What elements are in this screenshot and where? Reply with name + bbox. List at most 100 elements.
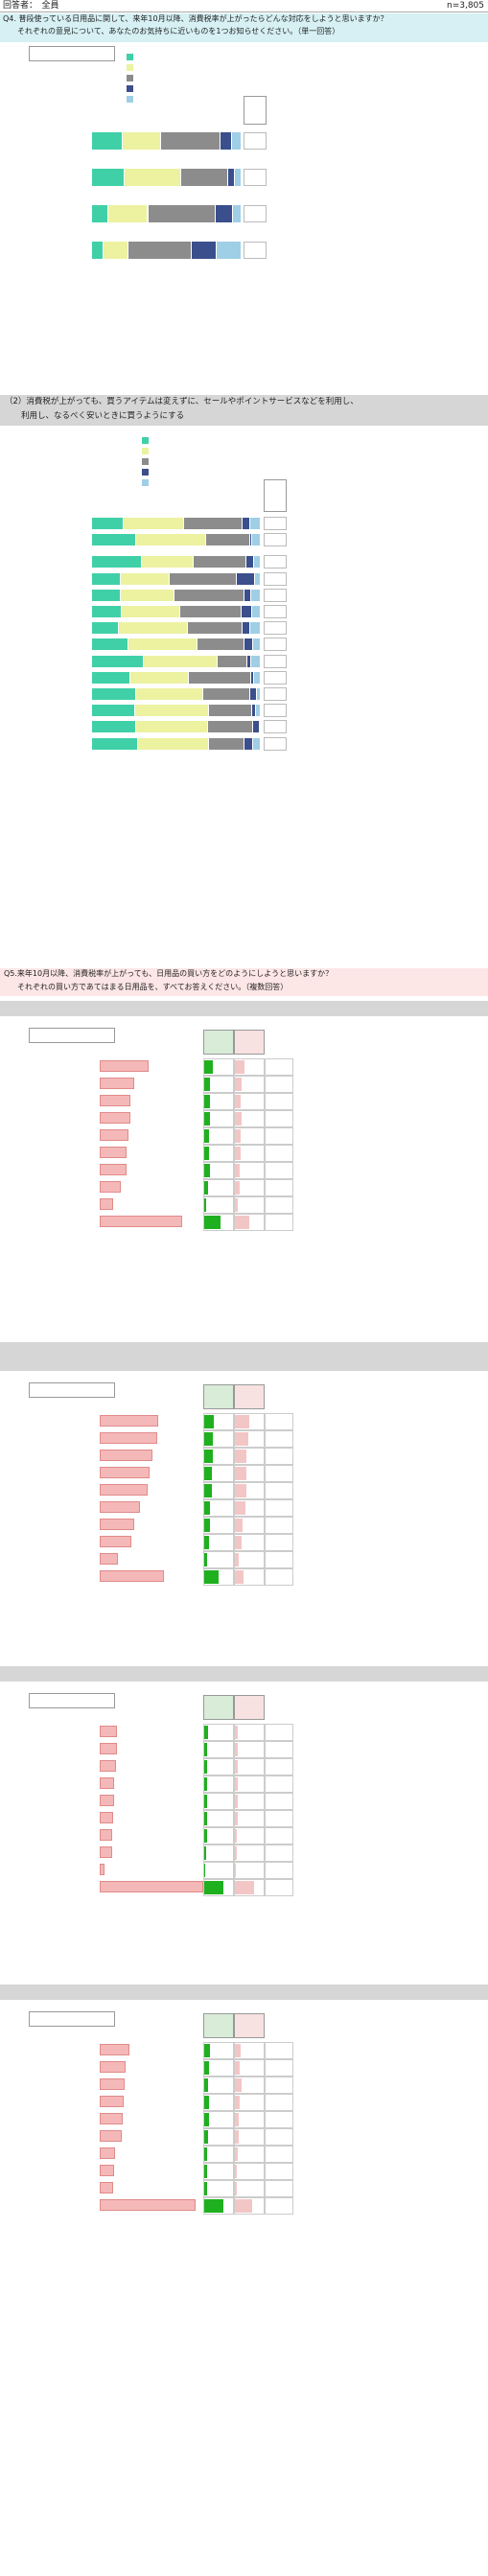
q5-diff-cell xyxy=(265,1145,293,1162)
q5-total-bar xyxy=(100,2113,123,2124)
q5-diff-cell xyxy=(265,1413,293,1430)
q5-diff-cell xyxy=(265,2059,293,2077)
q4-2-legend-swatch xyxy=(142,469,149,476)
q5-male-bar xyxy=(204,1467,212,1480)
q4-bar-segment xyxy=(108,205,149,222)
q4-2-sum-box xyxy=(264,479,287,512)
q5-female-bar xyxy=(235,1726,239,1739)
q4-subtitle: それぞれの意見について、あなたのお気持ちに近いものを1つお知らせください。（単一… xyxy=(17,27,340,35)
q4-2-title2: 利用し、なるべく安いときに買うようにする xyxy=(21,411,185,421)
q5-total-bar xyxy=(100,1129,128,1141)
q5-total-bar xyxy=(100,2182,113,2193)
q5-diff-cell xyxy=(265,1775,293,1793)
q5-male-bar xyxy=(204,2113,209,2126)
q4-bar-segment xyxy=(148,205,217,222)
q5-all-box xyxy=(29,1028,115,1043)
q5-total-bar xyxy=(100,2199,197,2211)
q5-total-bar xyxy=(100,1198,114,1210)
q5-total-bar xyxy=(100,1432,158,1444)
q5-male-bar xyxy=(204,1095,211,1108)
q5-male-cell xyxy=(203,2180,234,2197)
q5-female-bar xyxy=(235,1129,242,1143)
q5-female-cell xyxy=(234,2059,265,2077)
q4-2-bar-segment xyxy=(92,721,136,733)
q5-male-bar xyxy=(204,2096,209,2109)
q4-2-bar-segment xyxy=(206,534,251,546)
q4-2-legend-swatch xyxy=(142,479,149,486)
q5-male-bar xyxy=(204,1501,210,1515)
q4-2-bar-segment xyxy=(136,534,207,546)
q4-total-box xyxy=(244,205,267,222)
q5-male-cell xyxy=(203,1775,234,1793)
q5-female-bar xyxy=(235,1812,238,1825)
q5-female-bar xyxy=(235,2113,239,2126)
q5-female-header xyxy=(234,1384,265,1409)
q5-total-bar xyxy=(100,2061,126,2073)
q4-2-bar-segment xyxy=(198,638,245,651)
q5-female-bar xyxy=(235,1846,238,1860)
q5-female-cell xyxy=(234,1775,265,1793)
q5-female-cell xyxy=(234,2163,265,2180)
q5-female-cell xyxy=(234,1827,265,1845)
q4-sum-box xyxy=(244,96,267,125)
q5-diff-cell xyxy=(265,2077,293,2094)
q4-2-bar-segment xyxy=(92,688,136,700)
q5-male-bar xyxy=(204,1450,214,1463)
q5-diff-cell xyxy=(265,1093,293,1110)
q4-2-total-box xyxy=(264,687,287,701)
q4-2-bar-segment xyxy=(251,705,256,717)
q5-male-bar xyxy=(204,2182,207,2195)
q5-female-cell xyxy=(234,1724,265,1741)
q5-diff-cell xyxy=(265,1568,293,1586)
q5-female-cell xyxy=(234,1162,265,1179)
q5-female-cell xyxy=(234,2111,265,2128)
q5-section-header xyxy=(0,1984,488,2000)
q4-2-bar-segment xyxy=(184,518,244,529)
q5-female-bar xyxy=(235,1881,254,1894)
q4-2-bar-segment xyxy=(174,589,244,601)
q5-female-bar xyxy=(235,1570,244,1584)
q5-total-bar xyxy=(100,1216,182,1227)
q5-male-bar xyxy=(204,1777,208,1791)
q5-male-bar xyxy=(204,2165,207,2178)
q4-2-bar-segment xyxy=(118,622,188,635)
q5-female-header xyxy=(234,2013,265,2038)
q5-section-header xyxy=(0,1001,488,1016)
q5-diff-cell xyxy=(265,1879,293,1896)
q4-bar-segment xyxy=(220,132,232,150)
q5-female-header xyxy=(234,1695,265,1720)
q5-diff-cell xyxy=(265,1058,293,1076)
q5-diff-cell xyxy=(265,1534,293,1551)
q5-total-bar xyxy=(100,1450,153,1461)
q5-total-bar xyxy=(100,1536,131,1547)
q4-2-bar-segment xyxy=(217,655,247,667)
q5-male-cell xyxy=(203,1862,234,1879)
q5-male-cell xyxy=(203,2128,234,2146)
q4-2-bar-segment xyxy=(92,655,144,667)
q5-title: Q5.来年10月以降、消費税率が上がっても、日用品の買い方をどのようにしようと思… xyxy=(4,969,334,978)
q5-male-bar xyxy=(204,2199,223,2213)
q4-2-bar-segment xyxy=(250,622,261,635)
q4-2-total-box xyxy=(264,638,287,652)
q5-male-bar xyxy=(204,1164,210,1177)
q4-bar-segment xyxy=(217,242,242,259)
q5-male-bar xyxy=(204,1415,214,1428)
q4-2-bar-segment xyxy=(252,737,261,750)
q5-total-bar xyxy=(100,1519,134,1530)
q4-2-bar-segment xyxy=(137,737,210,750)
q5-diff-cell xyxy=(265,1127,293,1145)
q4-bar-segment xyxy=(123,132,161,150)
q4-2-bar-segment xyxy=(250,688,258,700)
q5-total-bar xyxy=(100,1864,105,1875)
q5-female-bar xyxy=(235,1777,238,1791)
q4-2-bar-segment xyxy=(135,688,204,700)
q5-female-bar xyxy=(235,1467,247,1480)
q5-female-bar xyxy=(235,1450,247,1463)
q5-total-bar xyxy=(100,1777,115,1789)
q4-2-bar-segment xyxy=(207,721,254,733)
q4-2-legend-swatch xyxy=(142,458,149,465)
q5-diff-cell xyxy=(265,1810,293,1827)
q4-2-bar-segment xyxy=(251,589,261,601)
q5-male-cell xyxy=(203,1127,234,1145)
q4-2-bar-segment xyxy=(92,589,122,601)
